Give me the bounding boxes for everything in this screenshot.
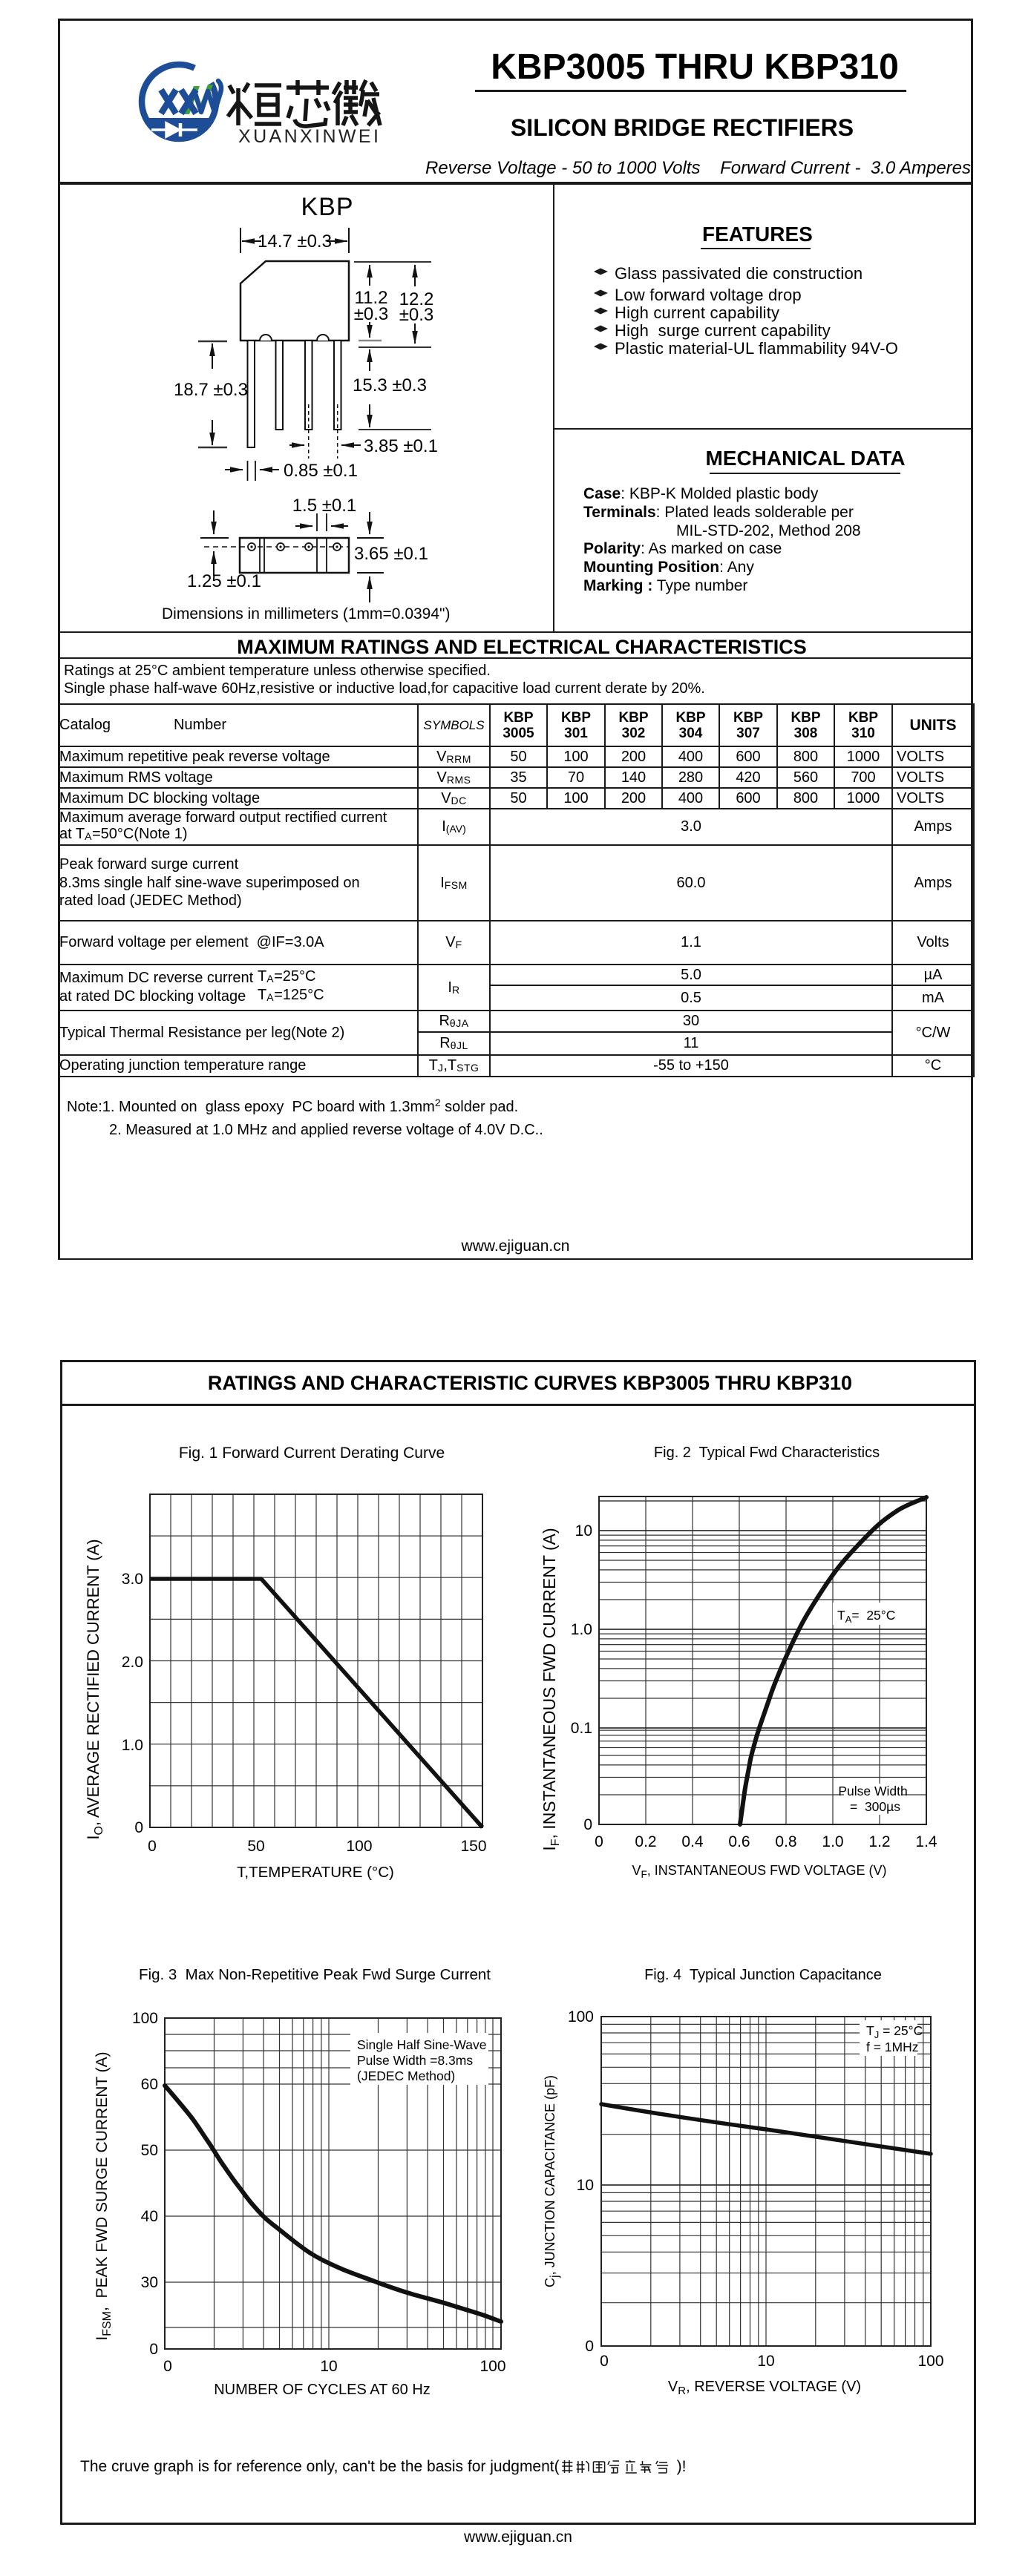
svg-text:NUMBER OF CYCLES AT 60 Hz: NUMBER OF CYCLES AT 60 Hz <box>214 2382 431 2398</box>
svg-text:1.5 ±0.1: 1.5 ±0.1 <box>292 496 357 516</box>
svg-text:0: 0 <box>583 1816 592 1833</box>
svg-text:±0.3: ±0.3 <box>399 305 434 325</box>
svg-text:1.0: 1.0 <box>822 1833 843 1850</box>
svg-text:1.0: 1.0 <box>122 1737 143 1754</box>
svg-text:0: 0 <box>148 1838 157 1855</box>
svg-text:10: 10 <box>320 2358 337 2375</box>
svg-text:Single Half Sine-Wave: Single Half Sine-Wave <box>357 2037 486 2052</box>
svg-text:60: 60 <box>141 2076 158 2093</box>
svg-text:30: 30 <box>141 2274 158 2291</box>
svg-text:0: 0 <box>134 1819 143 1836</box>
svg-text:3.65 ±0.1: 3.65 ±0.1 <box>354 544 428 564</box>
svg-text:150: 150 <box>460 1838 486 1855</box>
svg-text:10: 10 <box>577 2177 594 2194</box>
svg-text:VF, INSTANTANEOUS FWD VOLTAGE: VF, INSTANTANEOUS FWD VOLTAGE (V) <box>632 1863 887 1880</box>
svg-text:XUANXINWEI: XUANXINWEI <box>238 126 381 147</box>
svg-text:0.6: 0.6 <box>728 1833 750 1850</box>
svg-text:10: 10 <box>757 2353 774 2370</box>
svg-text:10: 10 <box>575 1522 592 1540</box>
svg-text:Cj, JUNCTION CAPACITANCE (pF): Cj, JUNCTION CAPACITANCE (pF) <box>543 2075 561 2287</box>
svg-text:3.0: 3.0 <box>122 1571 143 1588</box>
svg-text:3.85 ±0.1: 3.85 ±0.1 <box>364 436 438 456</box>
svg-text:100: 100 <box>917 2353 943 2370</box>
svg-text:100: 100 <box>568 2008 594 2025</box>
svg-text:50: 50 <box>141 2142 158 2159</box>
svg-text:(JEDEC Method): (JEDEC Method) <box>357 2069 455 2083</box>
svg-text:Pulse Width: Pulse Width <box>838 1784 907 1798</box>
svg-text:IFSM, PEAK FWD SURGE CURRENT: IFSM, PEAK FWD SURGE CURRENT (A) <box>94 2051 114 2340</box>
svg-text:1.0: 1.0 <box>571 1621 592 1638</box>
svg-text:Fig. 4 Typical Junction Capac: Fig. 4 Typical Junction Capacitance <box>644 1967 882 1983</box>
svg-text:Dimensions in millimeters (1mm: Dimensions in millimeters (1mm=0.0394") <box>162 605 451 622</box>
svg-text:0.8: 0.8 <box>775 1833 796 1850</box>
svg-text:0: 0 <box>163 2358 172 2375</box>
svg-text:0.1: 0.1 <box>571 1720 592 1737</box>
svg-text:f = 1MHz: f = 1MHz <box>866 2040 919 2054</box>
svg-text:Fig. 2 Typical Fwd Characteri: Fig. 2 Typical Fwd Characteristics <box>654 1445 880 1461</box>
svg-text:Fig. 1 Forward Current Deratin: Fig. 1 Forward Current Derating Curve <box>179 1445 445 1462</box>
svg-text:2.0: 2.0 <box>122 1654 143 1671</box>
svg-text:15.3 ±0.3: 15.3 ±0.3 <box>353 375 427 395</box>
svg-text:50: 50 <box>247 1838 264 1855</box>
svg-text:100: 100 <box>132 2010 158 2027</box>
svg-text:14.7 ±0.3: 14.7 ±0.3 <box>258 231 332 252</box>
svg-text:0: 0 <box>595 1833 603 1850</box>
svg-text:Fig. 3 Max Non-Repetitive Pea: Fig. 3 Max Non-Repetitive Peak Fwd Surge… <box>139 1966 491 1983</box>
svg-text:12.2: 12.2 <box>399 289 434 309</box>
svg-text:0.85 ±0.1: 0.85 ±0.1 <box>284 461 358 481</box>
svg-text:0: 0 <box>585 2338 594 2355</box>
svg-text:VR, REVERSE VOLTAGE (V): VR, REVERSE VOLTAGE (V) <box>668 2379 861 2397</box>
svg-text:18.7 ±0.3: 18.7 ±0.3 <box>174 380 248 400</box>
svg-text:0: 0 <box>149 2341 158 2358</box>
svg-text:40: 40 <box>141 2208 158 2225</box>
svg-text:IO, AVERAGE RECTIFIED CURRENT: IO, AVERAGE RECTIFIED CURRENT (A) <box>84 1539 105 1839</box>
svg-text:Pulse Width =8.3ms: Pulse Width =8.3ms <box>357 2053 473 2068</box>
svg-text:T,TEMPERATURE (°C): T,TEMPERATURE (°C) <box>237 1864 394 1881</box>
svg-text:= 300µs: = 300µs <box>850 1799 900 1814</box>
svg-text:11.2: 11.2 <box>355 288 388 308</box>
svg-text:1.2: 1.2 <box>868 1833 890 1850</box>
svg-text:±0.3: ±0.3 <box>354 304 389 324</box>
svg-text:0: 0 <box>600 2353 609 2370</box>
svg-text:0.4: 0.4 <box>681 1833 704 1850</box>
svg-text:100: 100 <box>346 1838 372 1855</box>
svg-text:1.25 ±0.1: 1.25 ±0.1 <box>187 571 261 591</box>
svg-text:1.4: 1.4 <box>915 1833 937 1850</box>
svg-text:IF, INSTANTANEOUS FWD CURRENT: IF, INSTANTANEOUS FWD CURRENT (A) <box>540 1528 562 1850</box>
svg-text:0.2: 0.2 <box>635 1833 656 1850</box>
svg-text:100: 100 <box>480 2358 505 2375</box>
svg-text:TA= 25°C: TA= 25°C <box>837 1608 895 1625</box>
svg-text:KBP: KBP <box>301 193 353 221</box>
svg-text:TJ = 25°C: TJ = 25°C <box>866 2023 923 2040</box>
